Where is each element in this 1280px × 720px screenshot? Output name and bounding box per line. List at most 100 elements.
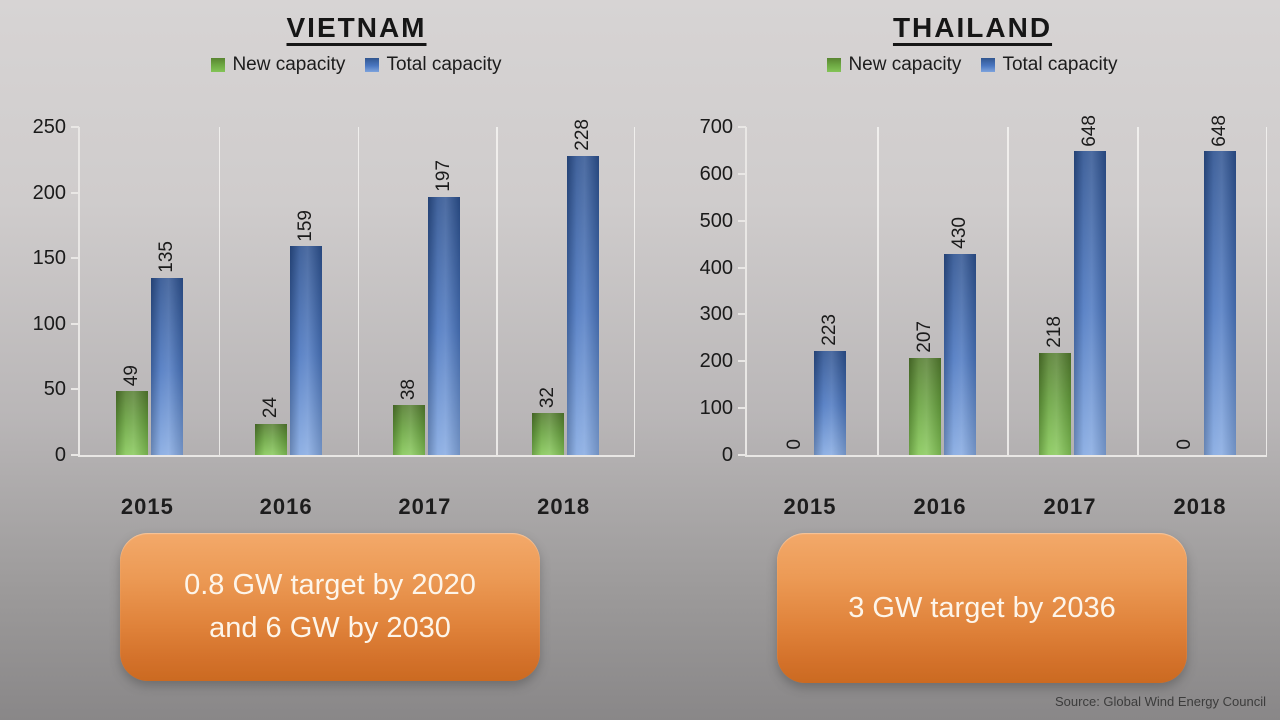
y-axis-tick xyxy=(71,257,79,260)
bar-new-capacity-2015 xyxy=(115,390,148,455)
bar-label-new-capacity-2018: 32 xyxy=(537,386,559,409)
bar-total-capacity-2017 xyxy=(428,196,461,455)
category-gridline xyxy=(877,127,879,455)
category-gridline xyxy=(1007,127,1009,455)
y-axis-tick xyxy=(71,322,79,325)
category-gridline xyxy=(1137,127,1139,455)
x-axis-label-2018: 2018 xyxy=(537,494,591,519)
y-axis-tick xyxy=(738,172,746,175)
bar-label-new-capacity-2016: 207 xyxy=(913,321,935,354)
y-axis-label: 0 xyxy=(721,444,733,466)
x-axis-label-2017: 2017 xyxy=(398,494,452,519)
legend-label-new-capacity: New capacity xyxy=(232,54,346,75)
x-axis-label-2017: 2017 xyxy=(1043,494,1097,519)
thailand-plot-area: 0 223 207 430 218 648 0 648 xyxy=(738,115,1267,457)
callout-text-line: 3 GW target by 2036 xyxy=(848,591,1116,624)
callout-text-line: 0.8 GW target by 2020 xyxy=(184,569,476,602)
vietnam-section: VIETNAM New capacity Total capacity 250 2… xyxy=(20,12,635,681)
bar-total-capacity-2015 xyxy=(150,277,183,455)
y-axis-label: 700 xyxy=(699,116,733,138)
total-capacity-swatch-icon xyxy=(365,58,380,72)
thailand-title: THAILAND xyxy=(892,12,1053,43)
y-axis-label: 100 xyxy=(699,397,733,420)
bar-label-total-capacity-2018: 648 xyxy=(1208,114,1230,147)
callout-text-line: and 6 GW by 2030 xyxy=(209,612,451,644)
bar-new-capacity-2016 xyxy=(254,423,287,455)
bar-new-capacity-2017 xyxy=(1038,352,1071,455)
y-axis-tick xyxy=(71,454,79,456)
bar-label-total-capacity-2015: 223 xyxy=(818,313,840,346)
source-note: Source: Global Wind Energy Council xyxy=(1055,694,1266,709)
thailand-y-axis: 700 600 500 400 300 200 100 0 xyxy=(680,116,745,466)
bar-label-new-capacity-2016: 24 xyxy=(259,397,281,419)
y-axis-label: 200 xyxy=(32,181,66,204)
bar-label-new-capacity-2015: 49 xyxy=(120,364,142,386)
legend-item-total-capacity: Total capacity xyxy=(365,54,502,76)
y-axis-label: 400 xyxy=(699,256,733,279)
legend-item-new-capacity: New capacity xyxy=(211,54,345,76)
y-axis-label: 150 xyxy=(32,247,66,270)
bar-label-new-capacity-2017: 38 xyxy=(398,379,420,401)
x-axis-label-2016: 2016 xyxy=(913,494,967,519)
new-capacity-swatch-icon xyxy=(827,58,842,72)
vietnam-y-axis: 250 200 150 100 50 0 xyxy=(20,116,78,466)
bar-label-total-capacity-2017: 197 xyxy=(433,159,455,192)
y-axis-label: 200 xyxy=(699,350,733,373)
x-axis-label-2018: 2018 xyxy=(1173,494,1227,519)
y-axis-tick xyxy=(738,360,746,363)
y-axis-label: 250 xyxy=(32,116,66,138)
bar-new-capacity-2017 xyxy=(393,405,426,455)
y-axis-tick xyxy=(738,313,746,316)
vietnam-chart: 250 200 150 100 50 0 49 135 24 159 38 197 32 228 201… xyxy=(20,116,635,527)
y-axis-tick xyxy=(738,126,746,128)
bar-total-capacity-2017 xyxy=(1073,151,1106,455)
thailand-section: THAILAND New capacity Total capacity 700… xyxy=(640,0,1280,720)
y-axis-tick xyxy=(738,219,746,222)
y-axis-tick xyxy=(71,126,79,128)
bar-new-capacity-2018 xyxy=(532,413,565,455)
bar-total-capacity-2015 xyxy=(813,350,846,455)
category-gridline xyxy=(218,127,221,455)
vietnam-target-callout: 0.8 GW target by 2020 and 6 GW by 2030 xyxy=(120,533,540,681)
x-axis-label-2015: 2015 xyxy=(120,494,174,519)
legend-label-total-capacity: Total capacity xyxy=(386,54,502,75)
bar-label-total-capacity-2018: 228 xyxy=(572,119,594,151)
category-gridline xyxy=(496,127,498,455)
y-axis-label: 50 xyxy=(43,378,66,401)
bar-label-total-capacity-2015: 135 xyxy=(155,241,177,273)
new-capacity-swatch-icon xyxy=(211,58,226,72)
vietnam-x-axis: 2015 2016 2017 2018 xyxy=(78,494,633,522)
category-gridline xyxy=(357,127,359,455)
vietnam-legend: New capacity Total capacity xyxy=(50,52,663,78)
bar-label-new-capacity-2018: 0 xyxy=(1173,439,1195,450)
vietnam-plot-area: 49 135 24 159 38 197 32 228 xyxy=(71,119,635,457)
legend-label-total-capacity: Total capacity xyxy=(1002,54,1118,75)
y-axis-tick xyxy=(738,407,746,410)
bar-label-new-capacity-2017: 218 xyxy=(1043,316,1065,348)
legend-label-new-capacity: New capacity xyxy=(848,54,962,75)
x-axis-label-2016: 2016 xyxy=(259,494,313,519)
category-gridline xyxy=(1265,127,1267,455)
y-axis-tick xyxy=(71,191,79,194)
bar-total-capacity-2018 xyxy=(567,155,600,455)
bar-label-total-capacity-2017: 648 xyxy=(1078,114,1100,147)
y-axis-tick xyxy=(71,388,79,391)
bar-total-capacity-2018 xyxy=(1203,151,1236,455)
bar-total-capacity-2016 xyxy=(943,253,976,455)
y-axis-tick xyxy=(738,266,746,269)
thailand-chart: 700 600 500 400 300 200 100 0 0 223 207 430 218 648 0… xyxy=(680,115,1267,527)
legend-item-total-capacity: Total capacity xyxy=(981,54,1118,76)
x-axis-label-2015: 2015 xyxy=(783,494,837,519)
thailand-x-axis: 2015 2016 2017 2018 xyxy=(745,494,1265,522)
y-axis-tick xyxy=(738,454,746,456)
y-axis-label: 0 xyxy=(54,444,66,466)
y-axis-label: 100 xyxy=(32,312,66,335)
thailand-target-callout: 3 GW target by 2036 xyxy=(777,533,1187,683)
bar-new-capacity-2016 xyxy=(908,358,941,455)
bar-label-total-capacity-2016: 159 xyxy=(294,209,316,242)
y-axis-label: 600 xyxy=(699,162,733,185)
y-axis-label: 500 xyxy=(699,209,733,232)
total-capacity-swatch-icon xyxy=(981,58,996,72)
bar-label-total-capacity-2016: 430 xyxy=(948,216,970,249)
vietnam-title: VIETNAM xyxy=(286,12,427,43)
